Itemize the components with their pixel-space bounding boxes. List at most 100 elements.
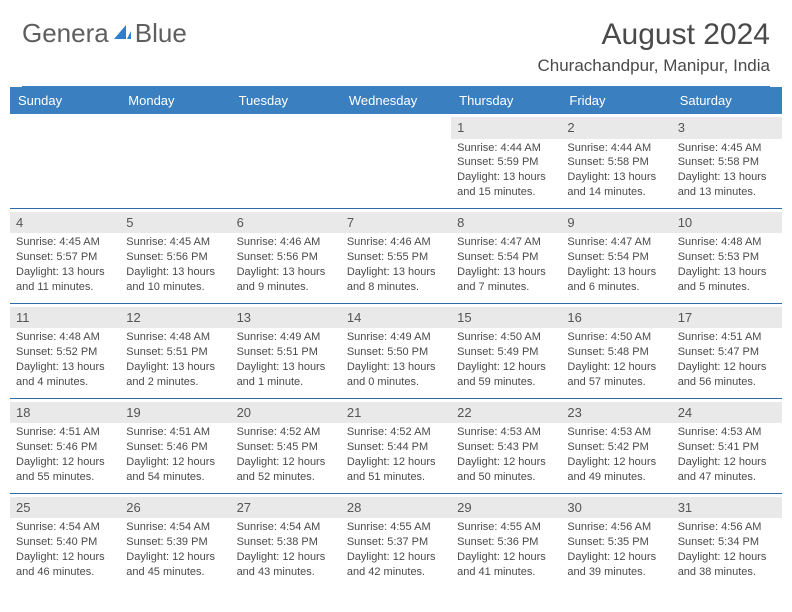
sunset-text: Sunset: 5:53 PM [678, 250, 776, 265]
sunrise-text: Sunrise: 4:53 AM [457, 425, 555, 440]
calendar-cell: 6Sunrise: 4:46 AMSunset: 5:56 PMDaylight… [231, 208, 341, 303]
month-title: August 2024 [538, 18, 771, 52]
daylight-text: Daylight: 12 hours and 39 minutes. [567, 550, 665, 580]
weekday-header: Wednesday [341, 87, 451, 114]
daylight-text: Daylight: 12 hours and 52 minutes. [237, 455, 335, 485]
sunset-text: Sunset: 5:40 PM [16, 535, 114, 550]
calendar-cell: 20Sunrise: 4:52 AMSunset: 5:45 PMDayligh… [231, 398, 341, 493]
calendar-cell: 31Sunrise: 4:56 AMSunset: 5:34 PMDayligh… [672, 493, 782, 587]
day-number: 23 [561, 402, 671, 424]
day-number: 6 [231, 212, 341, 234]
day-number: 30 [561, 497, 671, 519]
sunrise-text: Sunrise: 4:48 AM [678, 235, 776, 250]
sunset-text: Sunset: 5:55 PM [347, 250, 445, 265]
logo-text-1: Genera [22, 18, 109, 49]
sunset-text: Sunset: 5:56 PM [126, 250, 224, 265]
weekday-header: Tuesday [231, 87, 341, 114]
logo-sail-icon [112, 18, 132, 49]
sunset-text: Sunset: 5:48 PM [567, 345, 665, 360]
sunset-text: Sunset: 5:51 PM [126, 345, 224, 360]
sunrise-text: Sunrise: 4:45 AM [126, 235, 224, 250]
weekday-header: Sunday [10, 87, 120, 114]
sunrise-text: Sunrise: 4:52 AM [237, 425, 335, 440]
daylight-text: Daylight: 13 hours and 8 minutes. [347, 265, 445, 295]
calendar-week-row: 18Sunrise: 4:51 AMSunset: 5:46 PMDayligh… [10, 398, 782, 493]
daylight-text: Daylight: 12 hours and 41 minutes. [457, 550, 555, 580]
calendar-cell: 9Sunrise: 4:47 AMSunset: 5:54 PMDaylight… [561, 208, 671, 303]
sunrise-text: Sunrise: 4:54 AM [16, 520, 114, 535]
calendar-cell: 21Sunrise: 4:52 AMSunset: 5:44 PMDayligh… [341, 398, 451, 493]
day-number: 11 [10, 307, 120, 329]
daylight-text: Daylight: 13 hours and 10 minutes. [126, 265, 224, 295]
sunset-text: Sunset: 5:59 PM [457, 155, 555, 170]
daylight-text: Daylight: 12 hours and 38 minutes. [678, 550, 776, 580]
sunrise-text: Sunrise: 4:47 AM [457, 235, 555, 250]
daylight-text: Daylight: 12 hours and 59 minutes. [457, 360, 555, 390]
calendar-week-row: 4Sunrise: 4:45 AMSunset: 5:57 PMDaylight… [10, 208, 782, 303]
daylight-text: Daylight: 13 hours and 1 minute. [237, 360, 335, 390]
daylight-text: Daylight: 13 hours and 5 minutes. [678, 265, 776, 295]
calendar-cell: 2Sunrise: 4:44 AMSunset: 5:58 PMDaylight… [561, 114, 671, 208]
day-number: 16 [561, 307, 671, 329]
calendar-cell: 26Sunrise: 4:54 AMSunset: 5:39 PMDayligh… [120, 493, 230, 587]
calendar-cell: 1Sunrise: 4:44 AMSunset: 5:59 PMDaylight… [451, 114, 561, 208]
calendar-cell: 15Sunrise: 4:50 AMSunset: 5:49 PMDayligh… [451, 303, 561, 398]
sunrise-text: Sunrise: 4:50 AM [457, 330, 555, 345]
sunset-text: Sunset: 5:50 PM [347, 345, 445, 360]
sunset-text: Sunset: 5:57 PM [16, 250, 114, 265]
sunset-text: Sunset: 5:51 PM [237, 345, 335, 360]
sunset-text: Sunset: 5:42 PM [567, 440, 665, 455]
daylight-text: Daylight: 12 hours and 46 minutes. [16, 550, 114, 580]
daylight-text: Daylight: 13 hours and 6 minutes. [567, 265, 665, 295]
logo: Genera Blue [22, 18, 187, 49]
day-number: 20 [231, 402, 341, 424]
sunset-text: Sunset: 5:44 PM [347, 440, 445, 455]
sunrise-text: Sunrise: 4:53 AM [678, 425, 776, 440]
day-number: 7 [341, 212, 451, 234]
daylight-text: Daylight: 13 hours and 15 minutes. [457, 170, 555, 200]
daylight-text: Daylight: 13 hours and 4 minutes. [16, 360, 114, 390]
sunrise-text: Sunrise: 4:49 AM [237, 330, 335, 345]
sunrise-text: Sunrise: 4:46 AM [347, 235, 445, 250]
weekday-header: Friday [561, 87, 671, 114]
calendar-cell: 14Sunrise: 4:49 AMSunset: 5:50 PMDayligh… [341, 303, 451, 398]
calendar-cell: 19Sunrise: 4:51 AMSunset: 5:46 PMDayligh… [120, 398, 230, 493]
sunset-text: Sunset: 5:46 PM [16, 440, 114, 455]
daylight-text: Daylight: 13 hours and 0 minutes. [347, 360, 445, 390]
sunset-text: Sunset: 5:47 PM [678, 345, 776, 360]
weekday-header-row: Sunday Monday Tuesday Wednesday Thursday… [10, 87, 782, 114]
day-number: 27 [231, 497, 341, 519]
day-number: 19 [120, 402, 230, 424]
calendar-cell: 4Sunrise: 4:45 AMSunset: 5:57 PMDaylight… [10, 208, 120, 303]
calendar-table: Sunday Monday Tuesday Wednesday Thursday… [10, 87, 782, 588]
sunset-text: Sunset: 5:34 PM [678, 535, 776, 550]
daylight-text: Daylight: 12 hours and 45 minutes. [126, 550, 224, 580]
day-number: 22 [451, 402, 561, 424]
calendar-cell: 28Sunrise: 4:55 AMSunset: 5:37 PMDayligh… [341, 493, 451, 587]
calendar-cell: 8Sunrise: 4:47 AMSunset: 5:54 PMDaylight… [451, 208, 561, 303]
daylight-text: Daylight: 13 hours and 11 minutes. [16, 265, 114, 295]
sunrise-text: Sunrise: 4:48 AM [16, 330, 114, 345]
sunset-text: Sunset: 5:41 PM [678, 440, 776, 455]
day-number: 26 [120, 497, 230, 519]
day-number: 8 [451, 212, 561, 234]
sunrise-text: Sunrise: 4:44 AM [457, 141, 555, 156]
calendar-cell: 25Sunrise: 4:54 AMSunset: 5:40 PMDayligh… [10, 493, 120, 587]
day-number: 28 [341, 497, 451, 519]
calendar-cell: 13Sunrise: 4:49 AMSunset: 5:51 PMDayligh… [231, 303, 341, 398]
sunset-text: Sunset: 5:37 PM [347, 535, 445, 550]
calendar-cell: 22Sunrise: 4:53 AMSunset: 5:43 PMDayligh… [451, 398, 561, 493]
sunrise-text: Sunrise: 4:45 AM [678, 141, 776, 156]
sunrise-text: Sunrise: 4:53 AM [567, 425, 665, 440]
day-number: 14 [341, 307, 451, 329]
sunrise-text: Sunrise: 4:55 AM [347, 520, 445, 535]
calendar-cell: 11Sunrise: 4:48 AMSunset: 5:52 PMDayligh… [10, 303, 120, 398]
header: Genera Blue August 2024 Churachandpur, M… [0, 0, 792, 80]
day-number: 12 [120, 307, 230, 329]
day-number: 9 [561, 212, 671, 234]
sunset-text: Sunset: 5:45 PM [237, 440, 335, 455]
sunrise-text: Sunrise: 4:47 AM [567, 235, 665, 250]
sunrise-text: Sunrise: 4:51 AM [16, 425, 114, 440]
sunrise-text: Sunrise: 4:46 AM [237, 235, 335, 250]
calendar-cell: 24Sunrise: 4:53 AMSunset: 5:41 PMDayligh… [672, 398, 782, 493]
